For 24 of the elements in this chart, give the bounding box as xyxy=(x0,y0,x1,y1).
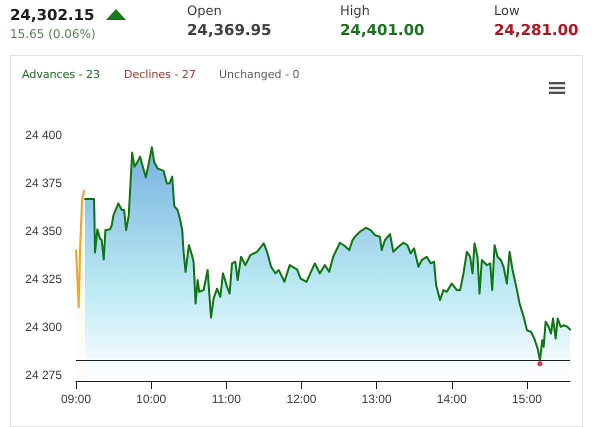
y-tick-label: 24 400 xyxy=(25,128,62,142)
x-tick-label: 13:00 xyxy=(362,392,392,406)
y-tick-label: 24 300 xyxy=(25,320,62,334)
x-tick-label: 10:00 xyxy=(136,392,166,406)
text: 24,369.95 xyxy=(187,21,272,39)
x-tick-label: 14:00 xyxy=(436,392,468,406)
text: Open xyxy=(187,4,222,19)
x-tick-label: 11:00 xyxy=(212,392,242,406)
text: Declines - 27 xyxy=(124,68,196,81)
x-tick-label: 09:00 xyxy=(60,392,92,406)
text: 24,401.00 xyxy=(340,21,424,39)
text: High xyxy=(340,4,370,19)
text: 24,281.00 xyxy=(494,21,578,39)
chart-title: 24,302.15 xyxy=(10,6,94,24)
text: Unchanged - 0 xyxy=(219,68,300,81)
y-tick-label: 24 325 xyxy=(25,272,62,286)
x-tick-label: 15:00 xyxy=(512,392,542,406)
chart-subtitle: 15.65 (0.06%) xyxy=(10,27,96,41)
text: Low xyxy=(494,4,520,19)
y-tick-label: 24 350 xyxy=(25,224,62,238)
y-tick-label: 24 275 xyxy=(25,368,62,382)
x-tick-label: 12:00 xyxy=(286,392,317,406)
y-tick-label: 24 375 xyxy=(25,176,62,190)
text: Advances - 23 xyxy=(22,68,100,81)
